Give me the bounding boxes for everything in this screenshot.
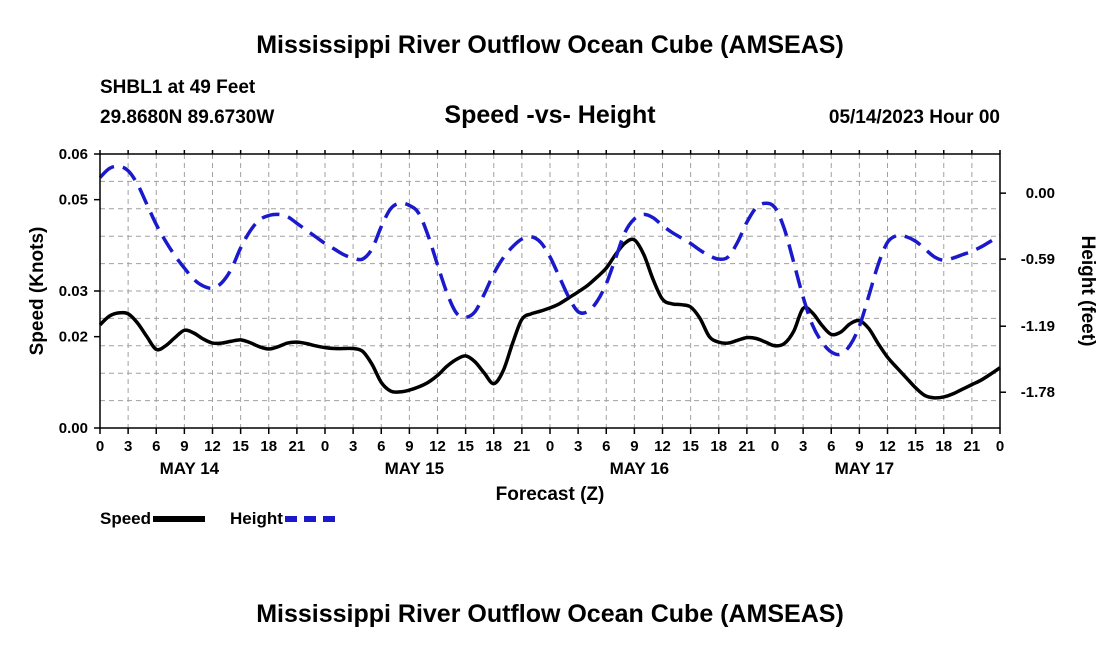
x-tick-label: 18 [710,438,727,455]
legend-height: Height [230,509,335,529]
x-tick-label: 12 [204,438,221,455]
x-tick-label: 18 [260,438,277,455]
x-tick-label: 3 [124,438,132,455]
x-tick-label: 21 [964,438,981,455]
x-tick-label: 6 [602,438,610,455]
x-tick-label: 3 [574,438,582,455]
x-tick-label: 21 [514,438,531,455]
x-tick-label: 15 [907,438,924,455]
y-right-tick-label: -1.78 [1021,384,1055,401]
y-right-tick-label: -0.59 [1021,251,1055,268]
chart-subtitle: Speed -vs- Height [444,101,656,129]
x-tick-label: 0 [546,438,554,455]
series-layer [98,164,1001,400]
x-tick-label: 18 [935,438,952,455]
x-date-label: MAY 17 [835,459,895,478]
y-axis-left-title: Speed (Knots) [27,227,48,356]
grid-lines [100,154,1000,428]
speed-series-line [98,237,1001,400]
y-left-tick-label: 0.00 [59,420,88,437]
x-tick-label: 3 [349,438,357,455]
y-axis-right-title: Height (feet) [1077,236,1098,347]
legend-height-label: Height [230,509,283,528]
x-tick-label: 0 [996,438,1004,455]
height-series-line [98,164,1001,357]
x-tick-label: 15 [457,438,474,455]
legend-speed: Speed [100,509,206,529]
y-left-tick-label: 0.03 [59,283,88,300]
x-tick-label: 0 [771,438,779,455]
tick-labels: 0 3 6 9 12 15 18 21 0 3 6 9 12 15 18 21 0 3 6 9 12 15 18 21 0 3 6 9… [59,146,1055,478]
x-tick-label: 9 [855,438,863,455]
x-tick-label: 0 [96,438,104,455]
x-tick-label: 6 [152,438,160,455]
x-tick-label: 15 [682,438,699,455]
y-left-tick-label: 0.06 [59,146,88,163]
legend-speed-swatch [153,516,206,522]
x-tick-label: 15 [232,438,249,455]
legend-height-swatch [284,516,335,522]
x-tick-label: 6 [377,438,385,455]
x-date-label: MAY 14 [160,459,220,478]
x-axis-title: Forecast (Z) [496,484,605,505]
y-left-tick-label: 0.05 [59,192,88,209]
x-tick-label: 12 [654,438,671,455]
x-tick-label: 18 [485,438,502,455]
x-tick-label: 21 [739,438,756,455]
station-label: SHBL1 at 49 Feet [100,77,256,98]
chart-title: Mississippi River Outflow Ocean Cube (AM… [256,31,844,59]
x-tick-label: 21 [289,438,306,455]
x-tick-label: 9 [405,438,413,455]
x-date-label: MAY 15 [385,459,445,478]
footer-title: Mississippi River Outflow Ocean Cube (AM… [256,600,844,628]
x-date-label: MAY 16 [610,459,670,478]
x-tick-label: 6 [827,438,835,455]
x-tick-label: 9 [180,438,188,455]
x-tick-label: 12 [429,438,446,455]
y-right-tick-label: 0.00 [1026,185,1055,202]
x-tick-label: 3 [799,438,807,455]
datetime-label: 05/14/2023 Hour 00 [828,107,1000,128]
legend-speed-label: Speed [100,509,152,528]
x-tick-label: 9 [630,438,638,455]
plot-frame [99,153,1001,429]
coordinates-label: 29.8680N 89.6730W [100,107,275,128]
axes [94,150,1006,434]
x-tick-label: 12 [879,438,896,455]
x-tick-label: 0 [321,438,329,455]
y-right-tick-label: -1.19 [1021,318,1055,335]
y-left-tick-label: 0.02 [59,329,88,346]
